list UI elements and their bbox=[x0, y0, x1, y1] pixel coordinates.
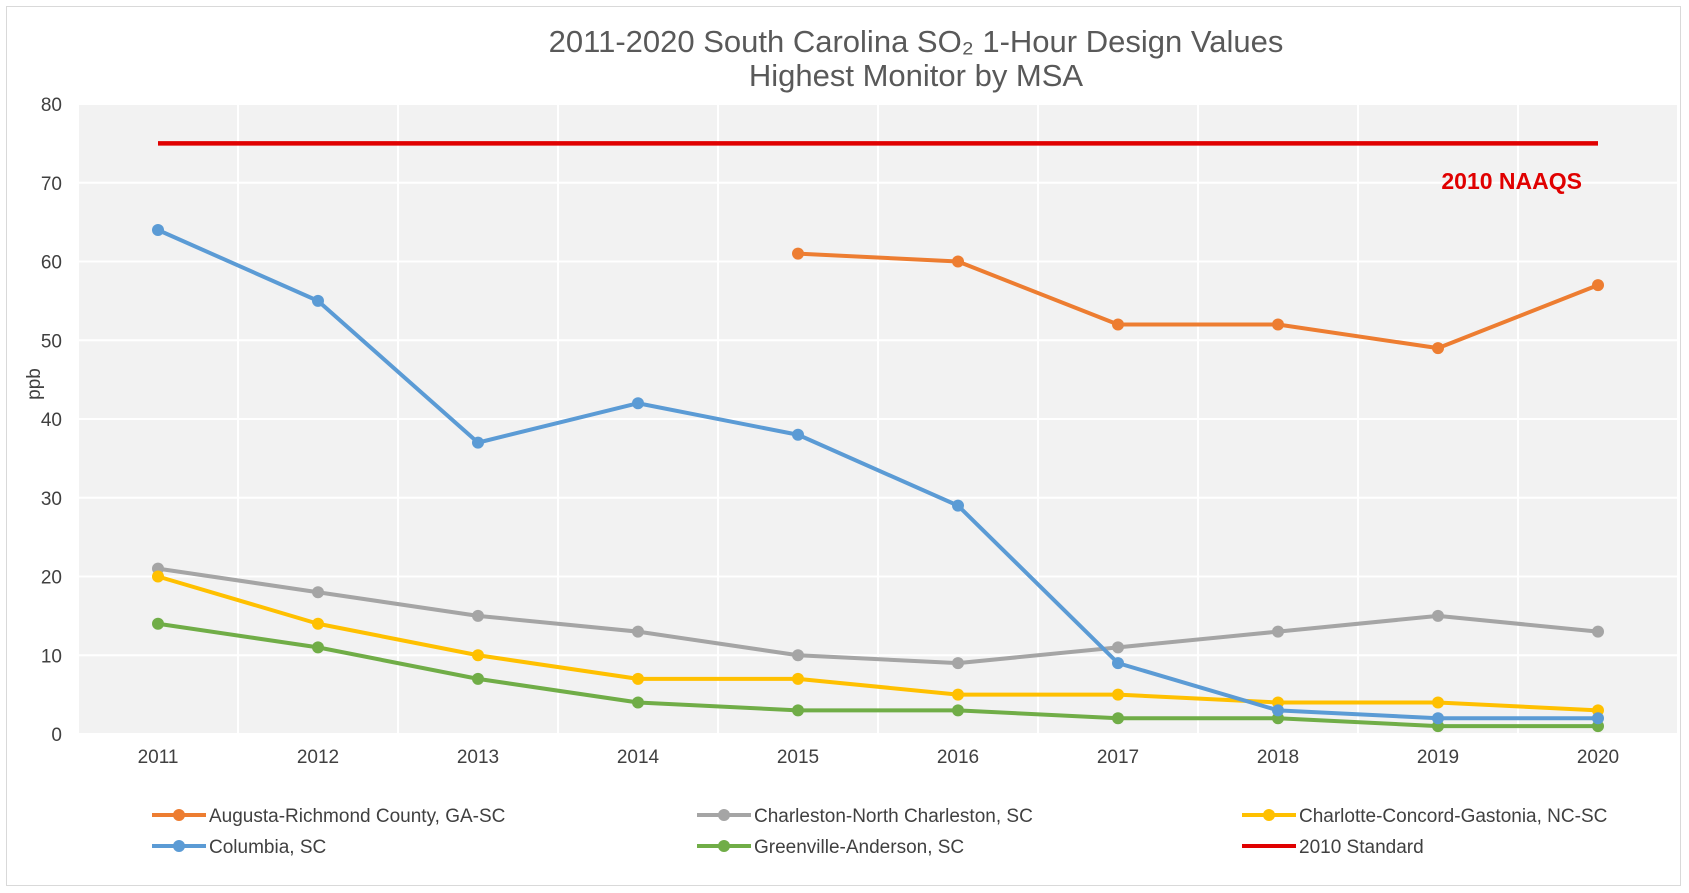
data-point bbox=[1432, 342, 1444, 355]
legend-item: Charlotte-Concord-Gastonia, NC-SC bbox=[1242, 806, 1607, 827]
x-tick-label: 2017 bbox=[1097, 747, 1139, 768]
data-point bbox=[792, 672, 804, 685]
legend-swatch-marker bbox=[718, 809, 730, 821]
legend-swatch-marker bbox=[1263, 809, 1275, 821]
legend: Augusta-Richmond County, GA-SC Charleston… bbox=[152, 806, 1607, 858]
y-tick-label: 20 bbox=[41, 568, 62, 589]
legend-label: Augusta-Richmond County, GA-SC bbox=[209, 806, 505, 827]
data-point bbox=[312, 294, 324, 307]
legend-item: 2010 Standard bbox=[1242, 837, 1424, 858]
series-line bbox=[157, 574, 1599, 713]
legend-label: Columbia, SC bbox=[209, 837, 326, 858]
x-tick-label: 2011 bbox=[138, 747, 179, 768]
y-tick-label: 60 bbox=[41, 253, 62, 274]
legend-item: Columbia, SC bbox=[152, 837, 326, 858]
data-point bbox=[792, 704, 804, 717]
data-point bbox=[952, 255, 964, 268]
series-line bbox=[157, 228, 1598, 721]
data-point bbox=[472, 609, 484, 622]
data-point bbox=[952, 657, 964, 670]
y-axis-label: ppb bbox=[24, 368, 45, 400]
data-point bbox=[1112, 688, 1124, 701]
x-tick-label: 2016 bbox=[937, 747, 979, 768]
data-point bbox=[152, 570, 164, 583]
data-point bbox=[1272, 625, 1284, 638]
data-point bbox=[1432, 609, 1444, 622]
legend-label: Charlotte-Concord-Gastonia, NC-SC bbox=[1299, 806, 1607, 827]
legend-swatch-marker bbox=[173, 840, 185, 852]
data-point bbox=[1432, 712, 1444, 725]
naaqs-annotation: 2010 NAAQS bbox=[1441, 168, 1582, 194]
data-point bbox=[472, 436, 484, 449]
y-tick-label: 50 bbox=[41, 331, 62, 352]
data-point bbox=[1272, 318, 1284, 331]
data-point bbox=[1272, 704, 1284, 717]
data-point bbox=[792, 649, 804, 662]
y-tick-label: 80 bbox=[41, 95, 62, 116]
x-tick-label: 2012 bbox=[297, 747, 339, 768]
legend-label: Greenville-Anderson, SC bbox=[754, 837, 964, 858]
data-point bbox=[632, 696, 644, 709]
chart-title: 2011-2020 South Carolina SO₂ 1-Hour Desi… bbox=[549, 24, 1284, 59]
series-line bbox=[157, 621, 1598, 729]
y-tick-label: 70 bbox=[41, 174, 62, 195]
data-point bbox=[1112, 641, 1124, 654]
data-point bbox=[1592, 712, 1604, 725]
data-point bbox=[1592, 625, 1604, 638]
legend-item: Greenville-Anderson, SC bbox=[697, 837, 964, 858]
data-point bbox=[312, 641, 324, 654]
data-point bbox=[1432, 696, 1444, 709]
legend-swatch-marker bbox=[173, 809, 185, 821]
legend-item: Charleston-North Charleston, SC bbox=[697, 806, 1033, 827]
data-point bbox=[632, 625, 644, 638]
y-tick-label: 30 bbox=[41, 489, 62, 510]
data-point bbox=[312, 617, 324, 630]
data-point bbox=[952, 499, 964, 512]
data-point bbox=[632, 397, 644, 410]
y-tick-label: 0 bbox=[51, 725, 62, 746]
data-point bbox=[1592, 279, 1604, 292]
gridlines bbox=[77, 103, 1679, 735]
data-point bbox=[952, 704, 964, 717]
chart-subtitle: Highest Monitor by MSA bbox=[749, 58, 1084, 93]
legend-label: 2010 Standard bbox=[1299, 837, 1424, 858]
x-tick-label: 2015 bbox=[777, 747, 819, 768]
y-axis: 0 10 20 30 40 50 60 70 80 bbox=[41, 95, 62, 746]
legend-label: Charleston-North Charleston, SC bbox=[754, 806, 1033, 827]
data-point bbox=[1112, 318, 1124, 331]
x-tick-label: 2020 bbox=[1577, 747, 1619, 768]
x-tick-label: 2018 bbox=[1257, 747, 1299, 768]
data-point bbox=[952, 688, 964, 701]
legend-item: Augusta-Richmond County, GA-SC bbox=[152, 806, 505, 827]
series-4 bbox=[152, 617, 1604, 733]
data-point bbox=[472, 649, 484, 662]
x-axis: 2011 2012 2013 2014 2015 2016 2017 2018 2019 2020 bbox=[138, 747, 1620, 768]
x-tick-label: 2019 bbox=[1417, 747, 1459, 768]
data-point bbox=[1112, 657, 1124, 670]
series-3 bbox=[152, 224, 1604, 725]
y-tick-label: 40 bbox=[41, 410, 62, 431]
legend-swatch-marker bbox=[718, 840, 730, 852]
data-point bbox=[312, 586, 324, 599]
x-tick-label: 2013 bbox=[457, 747, 499, 768]
data-point bbox=[1112, 712, 1124, 725]
series-group bbox=[152, 141, 1604, 733]
data-point bbox=[792, 428, 804, 441]
series-line bbox=[157, 566, 1599, 666]
data-point bbox=[152, 224, 164, 236]
data-point bbox=[792, 247, 804, 260]
y-tick-label: 10 bbox=[41, 646, 62, 667]
data-point bbox=[152, 617, 164, 630]
data-point bbox=[632, 672, 644, 685]
series-line bbox=[797, 251, 1599, 351]
x-tick-label: 2014 bbox=[617, 747, 660, 768]
data-point bbox=[472, 672, 484, 685]
series-1 bbox=[152, 562, 1604, 670]
series-0 bbox=[792, 247, 1604, 355]
